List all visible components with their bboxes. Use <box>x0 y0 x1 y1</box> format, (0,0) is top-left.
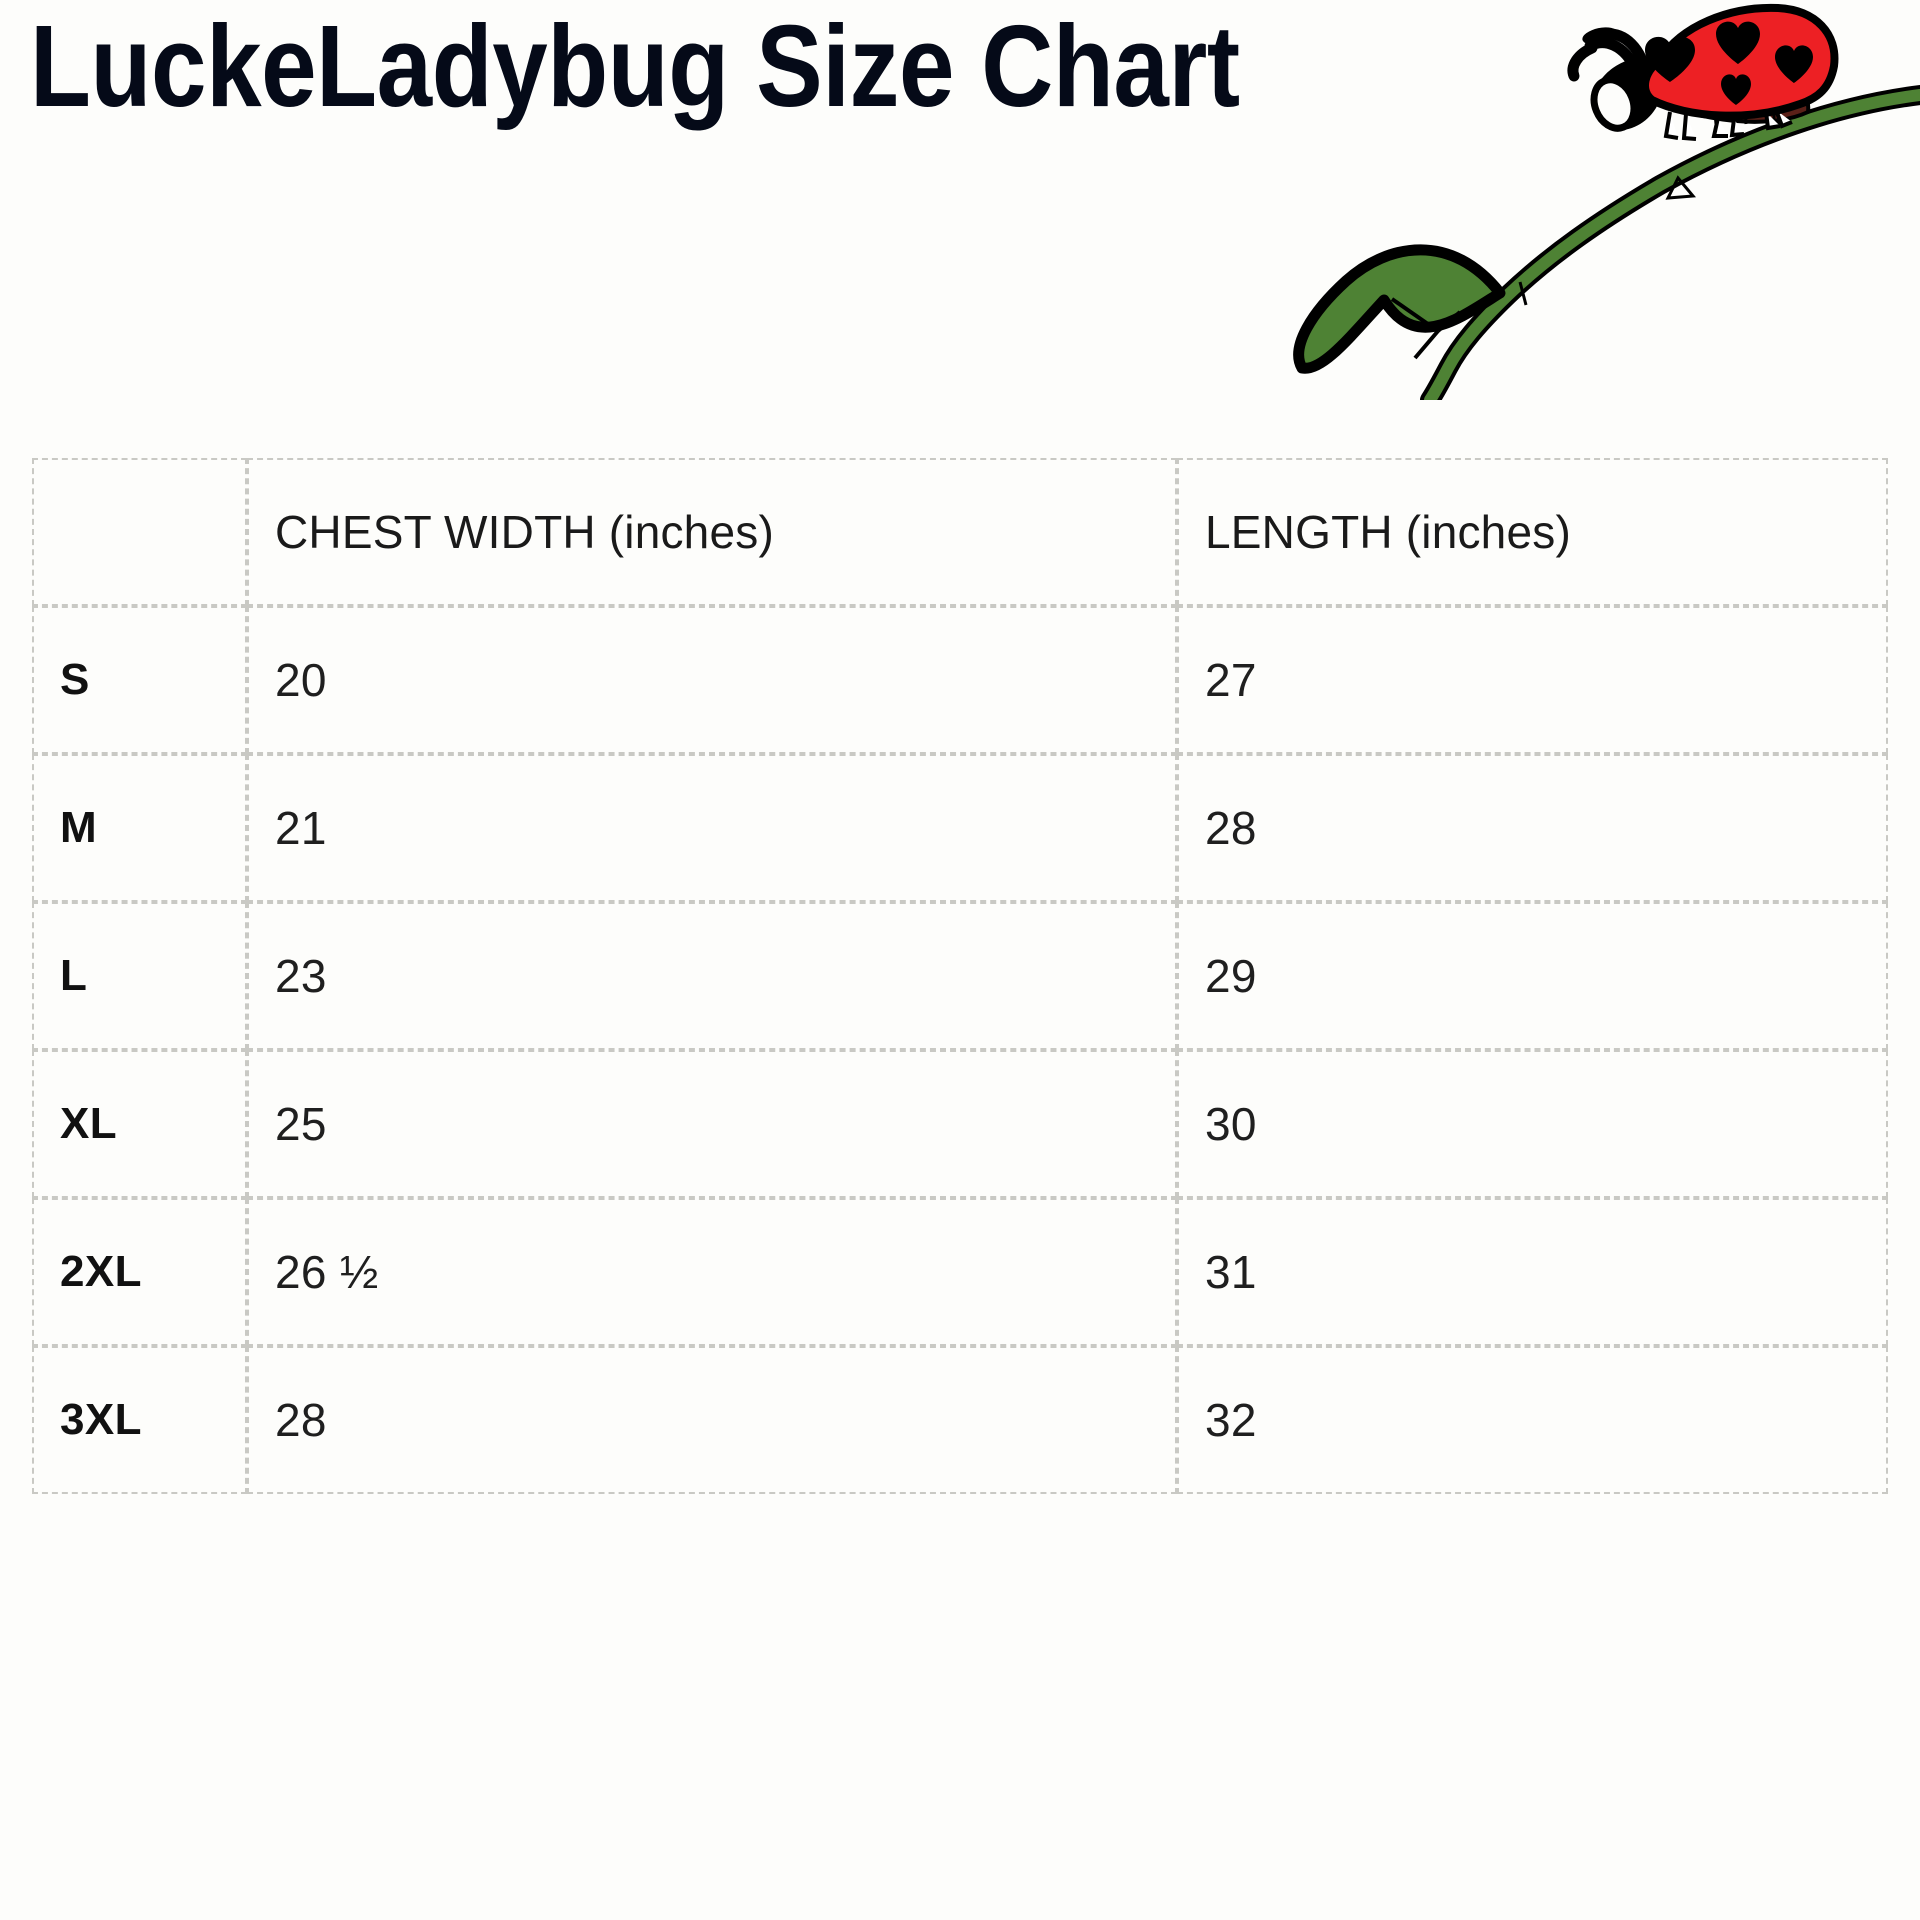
ladybug-belly <box>1645 73 1811 125</box>
cell-length: 28 <box>1177 754 1888 902</box>
cell-size: S <box>32 606 247 754</box>
cell-size: 3XL <box>32 1346 247 1494</box>
table-row: XL 25 30 <box>32 1050 1888 1198</box>
ladybug-shell <box>1641 3 1839 120</box>
cell-length: 29 <box>1177 902 1888 1050</box>
size-table-container: CHEST WIDTH (inches) LENGTH (inches) S 2… <box>32 458 1888 1494</box>
cell-chest: 20 <box>247 606 1177 754</box>
size-chart-table: CHEST WIDTH (inches) LENGTH (inches) S 2… <box>32 458 1888 1494</box>
table-row: L 23 29 <box>32 902 1888 1050</box>
column-header-length: LENGTH (inches) <box>1177 458 1888 606</box>
cell-length: 31 <box>1177 1198 1888 1346</box>
cell-length: 27 <box>1177 606 1888 754</box>
table-row: 2XL 26 ½ 31 <box>32 1198 1888 1346</box>
page-title-text: LuckeLadybug Size Chart <box>30 1 1240 131</box>
column-header-chest-width: CHEST WIDTH (inches) <box>247 458 1177 606</box>
plant-stem-icon <box>1420 85 1920 400</box>
cell-chest: 26 ½ <box>247 1198 1177 1346</box>
cell-size: L <box>32 902 247 1050</box>
cell-size: 2XL <box>32 1198 247 1346</box>
table-row: 3XL 28 32 <box>32 1346 1888 1494</box>
cell-chest: 23 <box>247 902 1177 1050</box>
leaf-icon <box>1293 244 1506 374</box>
cell-chest: 25 <box>247 1050 1177 1198</box>
cell-length: 32 <box>1177 1346 1888 1494</box>
column-header-size <box>32 458 247 606</box>
cell-size: M <box>32 754 247 902</box>
cell-chest: 21 <box>247 754 1177 902</box>
cell-size: XL <box>32 1050 247 1198</box>
table-header-row: CHEST WIDTH (inches) LENGTH (inches) <box>32 458 1888 606</box>
ladybug-legs <box>1663 109 1793 141</box>
page-title: LuckeLadybug Size Chart <box>30 8 1630 128</box>
table-row: S 20 27 <box>32 606 1888 754</box>
table-row: M 21 28 <box>32 754 1888 902</box>
cell-chest: 28 <box>247 1346 1177 1494</box>
ladybug-heart-spots <box>1645 21 1813 105</box>
cell-length: 30 <box>1177 1050 1888 1198</box>
